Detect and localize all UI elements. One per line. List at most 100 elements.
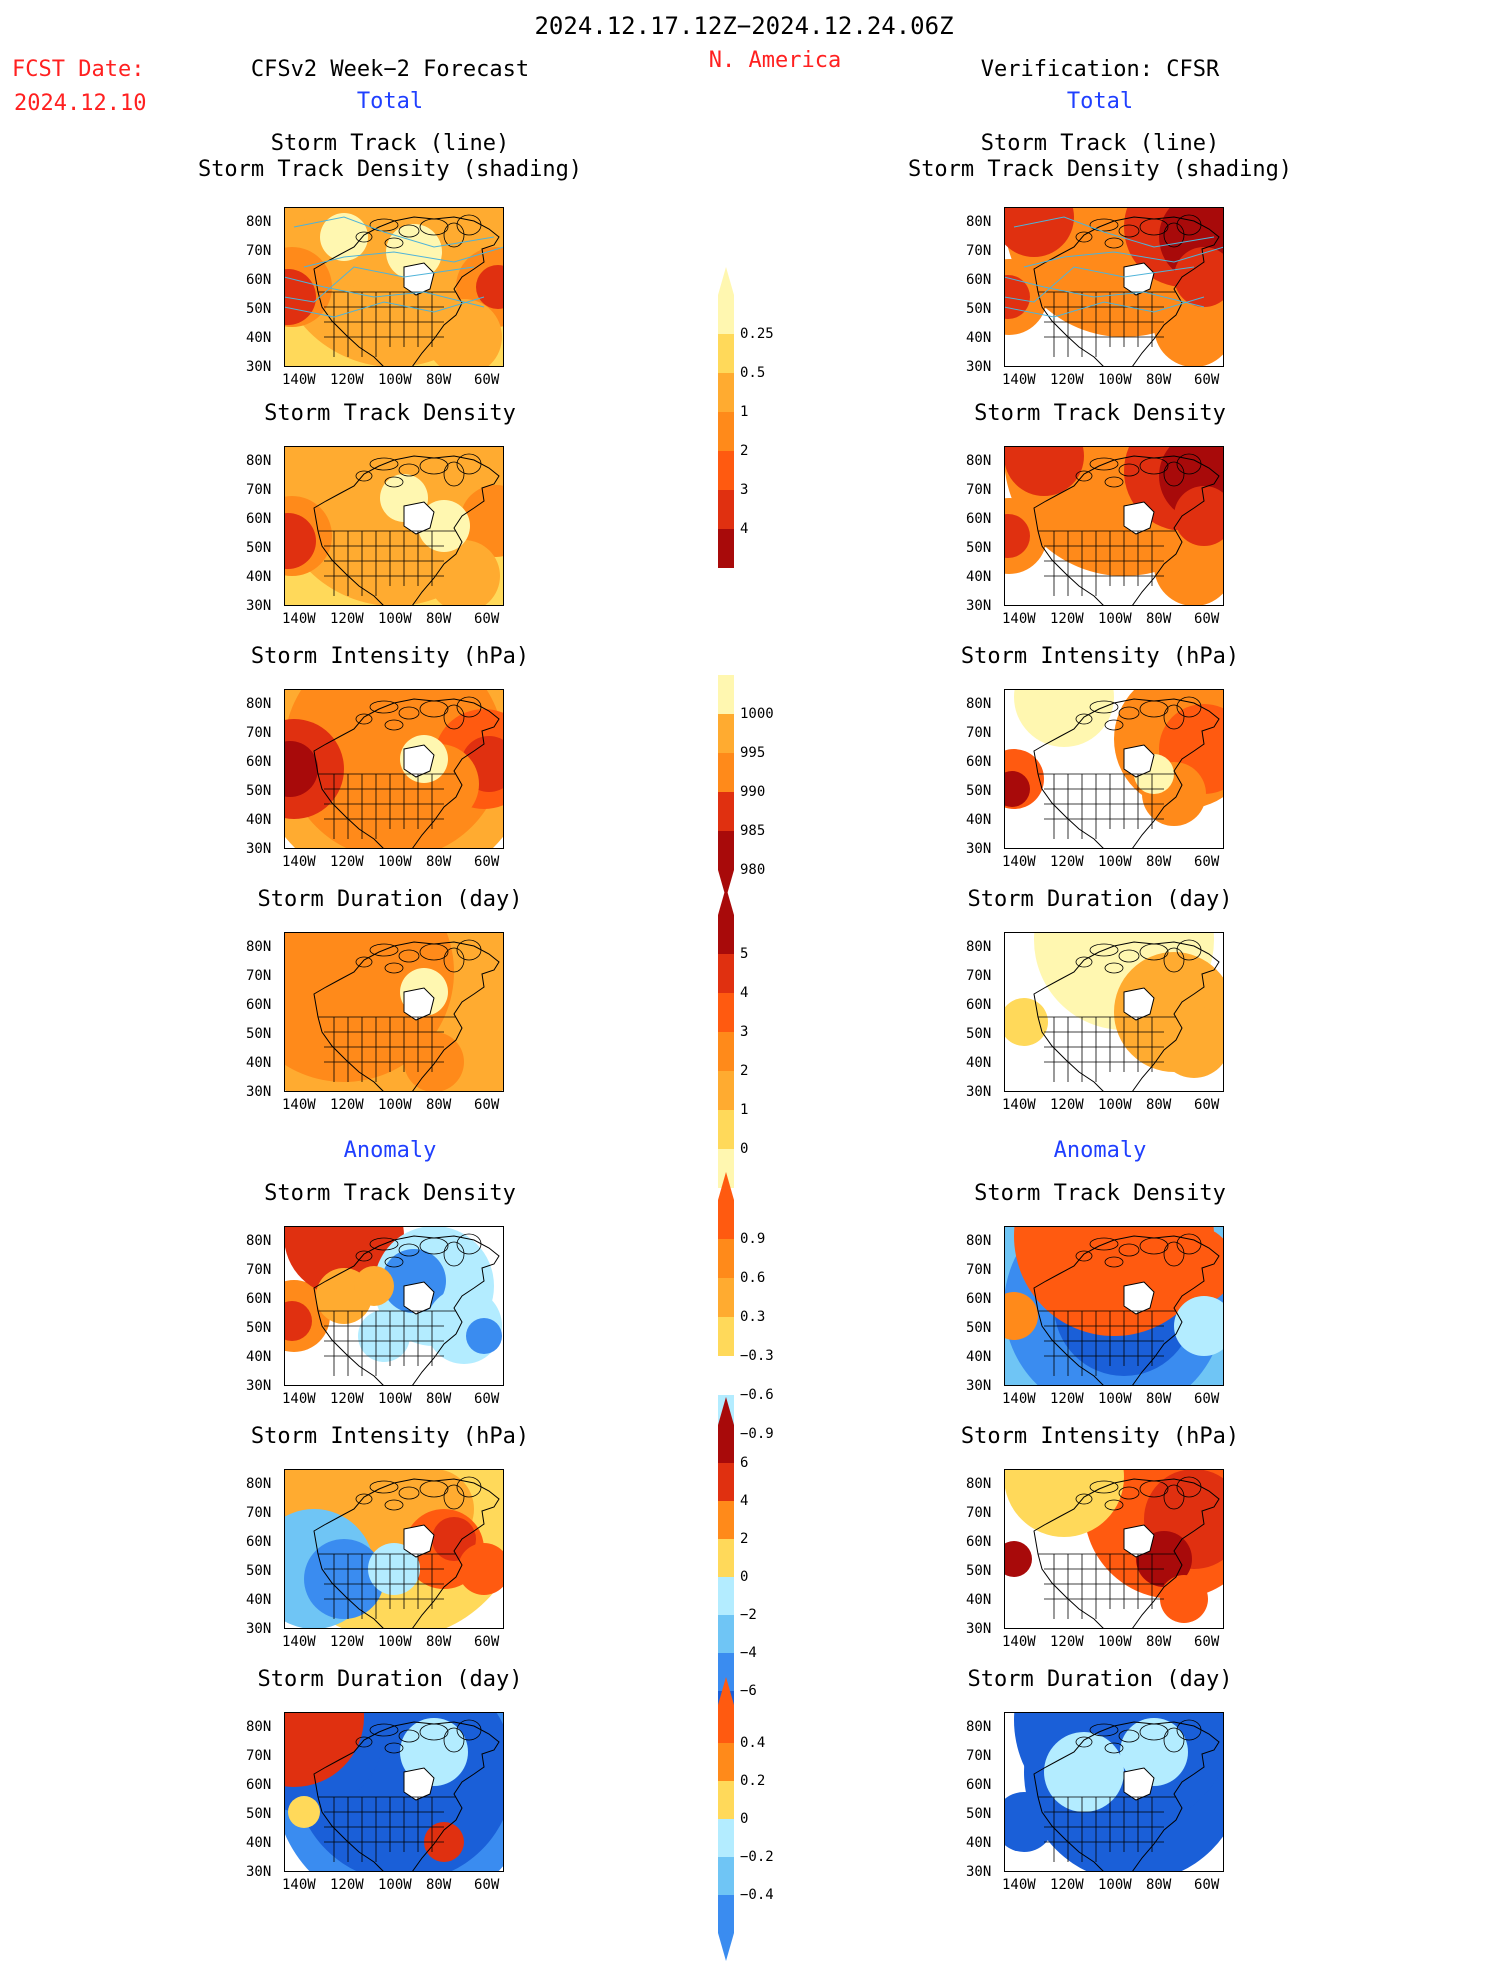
lat-tick-label: 50N [966,1026,992,1042]
arctic-islands [355,214,482,249]
lon-tick-label: 80W [426,854,452,870]
period-title: 2024.12.17.12Z−2024.12.24.06Z [534,12,954,40]
lon-tick-label: 120W [330,1391,364,1407]
shading-blob [1004,1292,1038,1340]
colorbar-segment [718,675,734,714]
shading-blob [1004,1792,1054,1852]
colorbar-tick-label: −2 [740,1607,757,1623]
colorbar-segment [718,792,734,831]
colorbar-segment [718,1425,734,1463]
shading-blob [1158,1006,1224,1078]
lat-tick-label: 40N [966,1055,992,1071]
lon-tick-label: 80W [1146,1634,1172,1650]
lon-tick-label: 120W [1050,1391,1084,1407]
lat-tick-label: 30N [246,1084,272,1100]
state-borders [318,773,456,839]
colorbar-segment [718,451,734,490]
shading-blob [1154,1226,1224,1306]
lat-tick-label: 70N [966,968,992,984]
lon-tick-label: 140W [1002,1634,1036,1650]
panel-title: Storm Track Density [974,401,1226,426]
lat-tick-label: 80N [966,453,992,469]
shading-blob [432,1517,476,1561]
hudson-bay [1123,987,1155,1021]
hudson-bay [1123,1281,1155,1315]
shading-blob [1004,514,1030,558]
colorbar-segment [718,334,734,373]
lon-tick-label: 120W [1050,372,1084,388]
colorbar-segment [718,1149,734,1188]
lat-tick-label: 80N [966,214,992,230]
colorbar-segment [718,993,734,1032]
lon-tick-label: 120W [1050,611,1084,627]
lat-tick-label: 60N [966,272,992,288]
lat-tick-label: 80N [966,1233,992,1249]
lon-tick-label: 100W [378,1391,412,1407]
lon-tick-label: 100W [378,1877,412,1893]
anomaly-label-right: Anomaly [1053,1138,1147,1163]
shading-blob [428,540,500,606]
colorbar-segment [718,1781,734,1819]
lat-tick-label: 60N [246,511,272,527]
colorbar-tick-label: 0.25 [740,326,774,342]
lat-tick-label: 30N [966,1864,992,1880]
lat-tick-label: 80N [966,696,992,712]
arctic-islands [1075,214,1202,249]
colorbar-tick-label: 3 [740,1024,749,1040]
map-panel-forecast [284,1469,504,1629]
lon-tick-label: 100W [1098,854,1132,870]
anomaly-label-left: Anomaly [343,1138,437,1163]
colorbar-segment [718,1895,734,1933]
colorbar-segment [718,1071,734,1110]
colorbar-segment [718,1110,734,1149]
lat-tick-label: 40N [246,1835,272,1851]
lon-tick-label: 120W [330,1097,364,1113]
lon-tick-label: 140W [1002,1391,1036,1407]
shading-blob [1160,1575,1208,1623]
colorbar-top-triangle [718,887,734,915]
colorbar-tick-label: 1 [740,404,749,420]
colorbar-tick-label: 2 [740,1531,749,1547]
colorbar-tick-label: −6 [740,1683,757,1699]
panel-title: Storm Intensity (hPa) [960,1424,1240,1449]
lat-tick-label: 50N [966,783,992,799]
lon-tick-label: 120W [330,1877,364,1893]
map-panel-verification [1004,1226,1224,1386]
coastline [313,1235,500,1386]
lon-tick-label: 140W [1002,854,1036,870]
state-borders [1038,530,1176,596]
hudson-bay [403,262,435,296]
lon-tick-label: 80W [426,611,452,627]
map-panel-verification [1004,446,1224,606]
state-borders [1038,291,1176,357]
lat-tick-label: 40N [966,1349,992,1365]
lat-tick-label: 80N [966,1719,992,1735]
colorbar-tick-label: 1000 [740,706,774,722]
hudson-bay [1123,262,1155,296]
colorbar-tick-label: −0.9 [740,1426,774,1442]
lat-tick-label: 60N [966,511,992,527]
lon-tick-label: 60W [1194,372,1220,388]
lon-tick-label: 80W [1146,372,1172,388]
colorbar-segment [718,1705,734,1743]
lon-tick-label: 80W [426,1877,452,1893]
map-panel-verification [1004,1469,1224,1629]
arctic-islands [1075,939,1202,974]
colorbar-segment [718,1653,734,1691]
state-borders [1038,1796,1176,1862]
lon-tick-label: 60W [1194,1391,1220,1407]
lon-tick-label: 100W [378,1634,412,1650]
lon-tick-label: 60W [1194,1877,1220,1893]
colorbar-tick-label: −4 [740,1645,757,1661]
arctic-islands [355,1233,482,1268]
lon-tick-label: 140W [282,1634,316,1650]
arctic-islands [355,939,482,974]
colorbar-bottom-triangle [718,1933,734,1961]
lat-tick-label: 70N [246,482,272,498]
shading-blob [284,1712,364,1787]
shading-blob [320,213,368,261]
lat-tick-label: 60N [966,1777,992,1793]
colorbar-tick-label: 0.2 [740,1773,766,1789]
lat-tick-label: 60N [246,754,272,770]
lon-tick-label: 100W [378,1097,412,1113]
